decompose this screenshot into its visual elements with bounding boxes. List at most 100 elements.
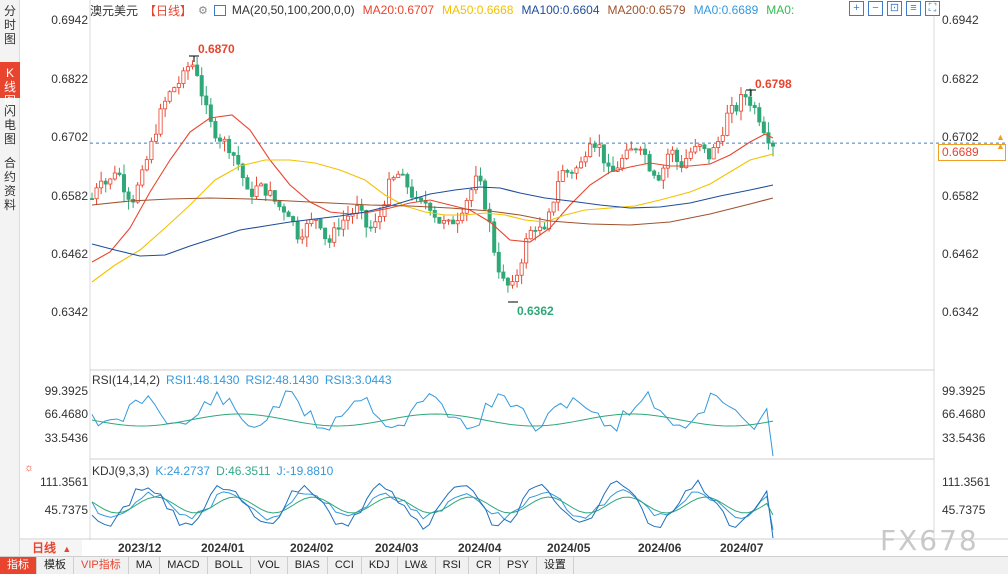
ma-legend-item-3: MA100:0.6604 <box>521 3 600 17</box>
fit-icon[interactable]: ⊡ <box>887 1 902 16</box>
high-label-2: 0.6798 <box>755 77 792 91</box>
price-label-right-4: 0.6462 <box>942 247 979 261</box>
chart-type-icon[interactable] <box>213 4 226 16</box>
indicator-tab-6[interactable]: VOL <box>251 557 288 574</box>
candle-body <box>364 209 369 228</box>
indicator-tab-7[interactable]: BIAS <box>288 557 328 574</box>
candle-body <box>734 105 739 112</box>
candle-body <box>748 96 753 106</box>
candle-body <box>304 223 309 238</box>
zoom-in-icon[interactable]: + <box>849 1 864 16</box>
candle-body <box>505 277 510 286</box>
candle-body <box>560 170 565 182</box>
candle-body <box>117 172 122 175</box>
fullscreen-icon[interactable]: ⛶ <box>925 1 940 16</box>
ma-legend-item-5: MA0:0.6689 <box>693 3 759 17</box>
candle-body <box>163 100 168 110</box>
candle-body <box>711 147 716 160</box>
indicator-tab-9[interactable]: KDJ <box>362 557 398 574</box>
price-label-left-2: 0.6702 <box>51 130 88 144</box>
candle-body <box>574 167 579 174</box>
candle-body <box>492 221 497 253</box>
candle-body <box>396 173 401 178</box>
candle-body <box>332 227 337 243</box>
indicator-tab-13[interactable]: PSY <box>500 557 537 574</box>
candle-body <box>236 154 241 165</box>
indicator-tab-0[interactable]: 指标 <box>0 557 37 574</box>
kdj-toggle-icon[interactable]: ☼ <box>24 462 35 474</box>
ma-legend-item-0: MA(20,50,100,200,0,0) <box>231 3 355 17</box>
indicator-tab-11[interactable]: RSI <box>436 557 469 574</box>
candle-body <box>208 104 213 122</box>
date-label-7: 2024/07 <box>720 541 764 555</box>
candle-body <box>757 107 762 123</box>
candle-body <box>213 121 218 139</box>
chart-header: 澳元美元 【日线】 ⚙ MA(20,50,100,200,0,0) MA20:0.… <box>90 2 794 18</box>
low-label: 0.6362 <box>517 304 554 318</box>
candle-body <box>542 226 547 230</box>
indicator-tab-12[interactable]: CR <box>469 557 500 574</box>
zoom-out-icon[interactable]: − <box>868 1 883 16</box>
indicator-tab-5[interactable]: BOLL <box>208 557 251 574</box>
candle-body <box>295 221 300 240</box>
rsi-label-right-2: 33.5436 <box>942 431 986 445</box>
indicator-tab-4[interactable]: MACD <box>160 557 208 574</box>
period-selector-button[interactable]: 日线 ▲ <box>20 540 82 556</box>
period-tag[interactable]: 【日线】 <box>144 3 193 18</box>
candle-body <box>245 177 250 190</box>
candle-body <box>752 105 757 108</box>
candle-body <box>135 184 140 203</box>
candle-body <box>665 153 670 169</box>
indicator-tab-10[interactable]: LW& <box>398 557 436 574</box>
rsi-legend-item-1: RSI1:48.1430 <box>166 373 240 387</box>
settings-icon[interactable]: ⚙ <box>198 4 208 17</box>
indicator-tab-14[interactable]: 设置 <box>537 557 574 574</box>
candle-body <box>739 94 744 112</box>
settings-icon[interactable]: ≡ <box>906 1 921 16</box>
date-label-6: 2024/06 <box>638 541 682 555</box>
price-label-right-0: 0.6942 <box>942 13 979 27</box>
candle-body <box>533 230 538 232</box>
candle-body <box>588 143 593 158</box>
candle-body <box>341 219 346 230</box>
rsi-label-left-0: 99.3925 <box>44 384 88 398</box>
candle-body <box>419 197 424 201</box>
left-tab-2[interactable]: 闪电图 <box>3 104 16 146</box>
candle-body <box>501 271 506 279</box>
candle-body <box>519 262 524 276</box>
candle-body <box>405 174 410 188</box>
rsi2-line <box>91 413 774 427</box>
candle-body <box>318 218 323 229</box>
kline-chart[interactable] <box>20 0 1008 556</box>
indicator-tab-2[interactable]: VIP指标 <box>74 557 129 574</box>
ma20-line <box>91 114 774 263</box>
kdj-legend: KDJ(9,3,3) K:24.2737 D:46.3511 J:-19.8810 <box>92 464 333 478</box>
rsi-label-right-0: 99.3925 <box>942 384 986 398</box>
indicator-tab-1[interactable]: 模板 <box>37 557 74 574</box>
price-tag-arrow-icon[interactable]: ▲ ▲ <box>996 132 1005 151</box>
candle-body <box>537 226 542 231</box>
candle-body <box>277 200 282 208</box>
candle-body <box>565 170 570 173</box>
candle-body <box>451 219 456 225</box>
left-tab-0[interactable]: 分时图 <box>3 4 16 46</box>
candle-body <box>597 144 602 148</box>
candle-body <box>478 175 483 182</box>
candle-body <box>172 87 177 93</box>
candle-body <box>716 141 721 148</box>
indicator-tab-8[interactable]: CCI <box>328 557 362 574</box>
candle-body <box>510 281 515 286</box>
indicator-tab-3[interactable]: MA <box>129 557 161 574</box>
rsi-legend-item-3: RSI3:3.0443 <box>324 373 392 387</box>
candle-body <box>675 149 680 162</box>
candle-body <box>108 178 113 185</box>
left-tab-3[interactable]: 合约资料 <box>3 156 16 212</box>
candle-body <box>761 121 766 134</box>
candle-body <box>377 216 382 223</box>
candle-body <box>583 156 588 163</box>
ma100-line <box>91 184 774 257</box>
candle-body <box>158 108 163 135</box>
candle-body <box>359 205 364 211</box>
